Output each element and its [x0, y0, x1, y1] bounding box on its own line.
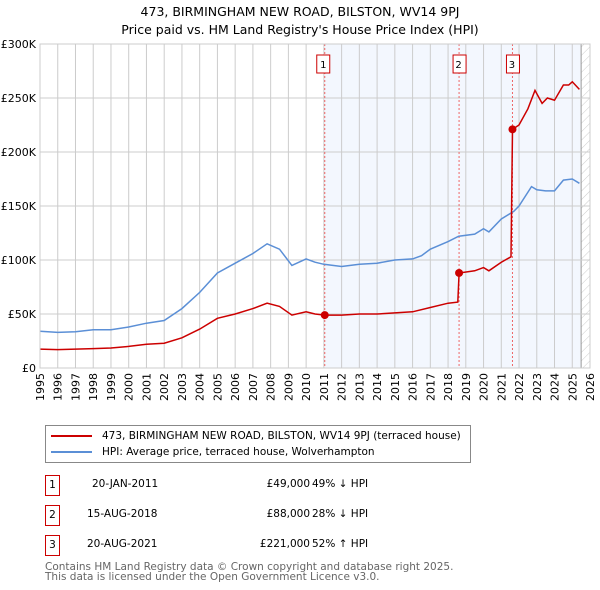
- x-tick-label: 2026: [584, 373, 597, 401]
- chart-subtitle: Price paid vs. HM Land Registry's House …: [121, 22, 479, 37]
- x-tick-label: 2006: [229, 373, 242, 401]
- x-tick-label: 2000: [123, 373, 136, 401]
- y-tick-label: £250K: [1, 92, 37, 105]
- legend-item-property: 473, BIRMINGHAM NEW ROAD, BILSTON, WV14 …: [51, 430, 461, 442]
- y-tick-label: £0: [22, 362, 36, 375]
- x-tick-label: 2012: [336, 373, 349, 401]
- x-tick-label: 2017: [424, 373, 437, 401]
- transaction-price: £221,000: [259, 538, 310, 550]
- x-tick-label: 2014: [371, 373, 384, 401]
- x-tick-label: 1996: [52, 373, 65, 401]
- x-tick-label: 2013: [353, 373, 366, 401]
- y-tick-label: £50K: [8, 308, 37, 321]
- transaction-hpi: 28% ↓ HPI: [312, 508, 369, 520]
- y-tick-label: £100K: [1, 254, 37, 267]
- x-tick-label: 2024: [549, 373, 562, 401]
- x-tick-label: 1999: [105, 373, 118, 401]
- x-tick-label: 2004: [194, 373, 207, 401]
- transaction-row: 1 20-JAN-2011 £49,000 49% ↓ HPI: [45, 475, 465, 496]
- legend-swatch: [51, 451, 92, 453]
- chart-title: 473, BIRMINGHAM NEW ROAD, BILSTON, WV14 …: [140, 4, 460, 19]
- x-tick-label: 2011: [318, 373, 331, 401]
- x-tick-label: 2003: [176, 373, 189, 401]
- transaction-hpi: 49% ↓ HPI: [312, 478, 369, 490]
- y-tick-label: £200K: [1, 146, 37, 159]
- sale-marker-label: 1: [320, 60, 326, 71]
- series-line: [39, 178, 580, 334]
- x-tick-label: 2016: [407, 373, 420, 401]
- transaction-row: 3 20-AUG-2021 £221,000 52% ↑ HPI: [45, 535, 465, 556]
- transaction-hpi: 52% ↑ HPI: [312, 538, 369, 550]
- sale-point: [508, 125, 517, 134]
- sale-point: [320, 311, 329, 320]
- sale-point: [455, 268, 464, 277]
- x-tick-label: 2023: [531, 373, 544, 401]
- sale-marker-label: 2: [455, 60, 461, 71]
- transaction-number: 1: [45, 475, 60, 496]
- legend: 473, BIRMINGHAM NEW ROAD, BILSTON, WV14 …: [45, 425, 471, 463]
- x-tick-label: 2019: [460, 373, 473, 401]
- sale-marker-label: 3: [509, 60, 515, 71]
- transaction-row: 2 15-AUG-2018 £88,000 28% ↓ HPI: [45, 505, 465, 526]
- x-tick-label: 2020: [478, 373, 491, 401]
- transaction-price: £88,000: [266, 508, 310, 520]
- y-tick-label: £300K: [1, 38, 37, 51]
- plot-border: [39, 43, 591, 369]
- x-tick-label: 2025: [566, 373, 579, 401]
- footer-line: Contains HM Land Registry data © Crown c…: [45, 561, 454, 573]
- transaction-date: 20-AUG-2021: [87, 538, 158, 550]
- plot-area: 1995 1996 1997 1998 1999 2000 2001 2002 2003 2004…: [1, 38, 597, 401]
- sale-marker-box: [316, 54, 331, 74]
- x-tick-label: 2018: [442, 373, 455, 401]
- x-tick-label: 2008: [265, 373, 278, 401]
- transaction-number: 2: [45, 505, 60, 526]
- legend-label: HPI: Average price, terraced house, Wolv…: [102, 446, 375, 458]
- x-tick-label: 2010: [300, 373, 313, 401]
- transaction-price: £49,000: [266, 478, 310, 490]
- footer-line: This data is licensed under the Open Gov…: [45, 571, 380, 583]
- transaction-number: 3: [45, 535, 60, 556]
- x-tick-label: 2005: [211, 373, 224, 401]
- x-tick-label: 2021: [495, 373, 508, 401]
- y-tick-label: £150K: [1, 200, 37, 213]
- sale-marker-box: [505, 54, 520, 74]
- x-tick-label: 1998: [87, 373, 100, 401]
- legend-label: 473, BIRMINGHAM NEW ROAD, BILSTON, WV14 …: [102, 430, 461, 442]
- legend-swatch: [51, 435, 92, 437]
- transaction-date: 20-JAN-2011: [92, 478, 159, 490]
- legend-item-hpi: HPI: Average price, terraced house, Wolv…: [51, 446, 375, 458]
- x-tick-label: 2002: [158, 373, 171, 401]
- x-tick-label: 2007: [247, 373, 260, 401]
- sale-marker-box: [452, 54, 467, 74]
- x-tick-label: 2022: [513, 373, 526, 401]
- x-tick-label: 2009: [282, 373, 295, 401]
- series-line: [39, 80, 580, 351]
- transaction-date: 15-AUG-2018: [87, 508, 158, 520]
- x-tick-label: 1997: [69, 373, 82, 401]
- x-tick-label: 2015: [389, 373, 402, 401]
- x-tick-label: 1995: [34, 373, 47, 401]
- x-tick-label: 2001: [140, 373, 153, 401]
